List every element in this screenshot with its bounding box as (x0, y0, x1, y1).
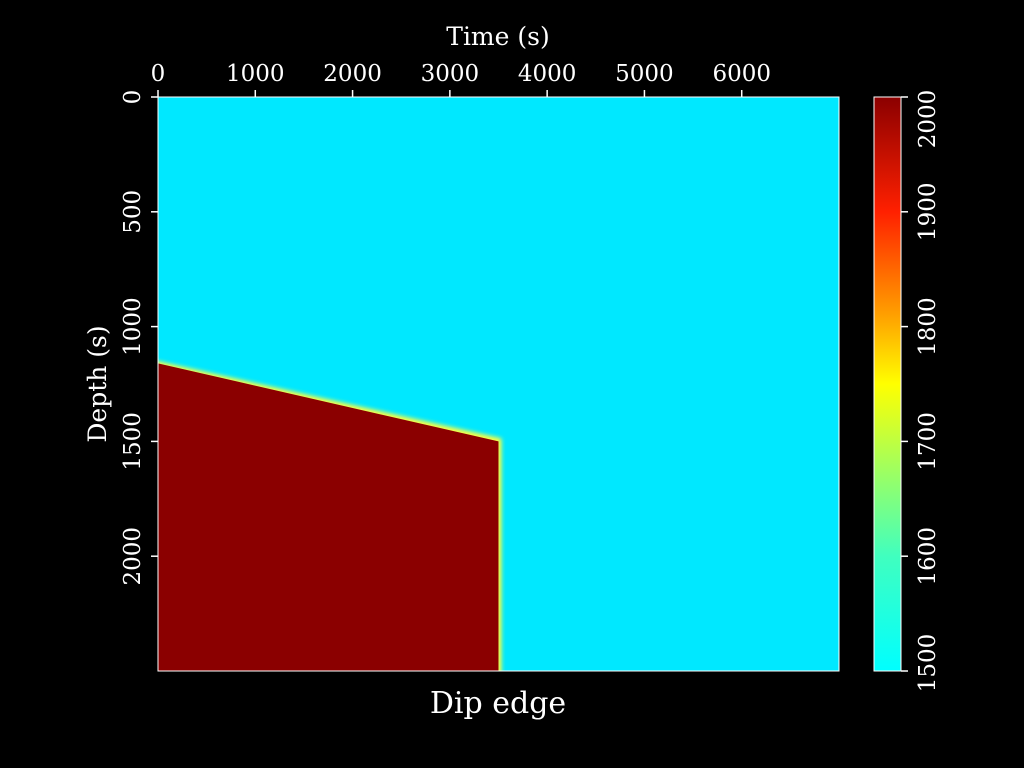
y-tick-label: 500 (120, 190, 146, 234)
plot-frame (157, 96, 840, 672)
x-tick-label: 1000 (226, 61, 285, 87)
colorbar-tick-label: 1900 (915, 183, 941, 242)
colorbar-tick-label: 1800 (915, 297, 941, 356)
colorbar-ticks: 1500 1600 1700 1800 1900 2000 (901, 90, 941, 693)
x-axis-title: Time (s) (446, 22, 549, 51)
colorbar-tick-label: 1700 (915, 412, 941, 471)
chart-title: Dip edge (430, 686, 566, 721)
y-tick-label: 0 (120, 90, 146, 105)
x-tick-label: 4000 (518, 61, 577, 87)
x-tick-label: 2000 (323, 61, 382, 87)
y-axis-title: Depth (s) (83, 325, 112, 442)
x-axis: 0 1000 2000 3000 4000 5000 6000 (151, 61, 771, 97)
colorbar: 1500 1600 1700 1800 1900 2000 (873, 90, 941, 693)
high-velocity-body (158, 363, 499, 671)
y-axis: 0 500 1000 1500 2000 (120, 90, 158, 586)
colorbar-tick-label: 2000 (915, 90, 941, 149)
y-tick-label: 2000 (120, 527, 146, 586)
colorbar-gradient (873, 96, 902, 672)
x-tick-label: 5000 (615, 61, 674, 87)
x-tick-label: 3000 (421, 61, 480, 87)
colorbar-tick-label: 1500 (915, 634, 941, 693)
colorbar-tick-label: 1600 (915, 527, 941, 586)
y-tick-label: 1000 (120, 297, 146, 356)
plot-area (157, 96, 840, 672)
x-tick-label: 6000 (712, 61, 771, 87)
y-tick-label: 1500 (120, 412, 146, 471)
x-tick-label: 0 (151, 61, 166, 87)
